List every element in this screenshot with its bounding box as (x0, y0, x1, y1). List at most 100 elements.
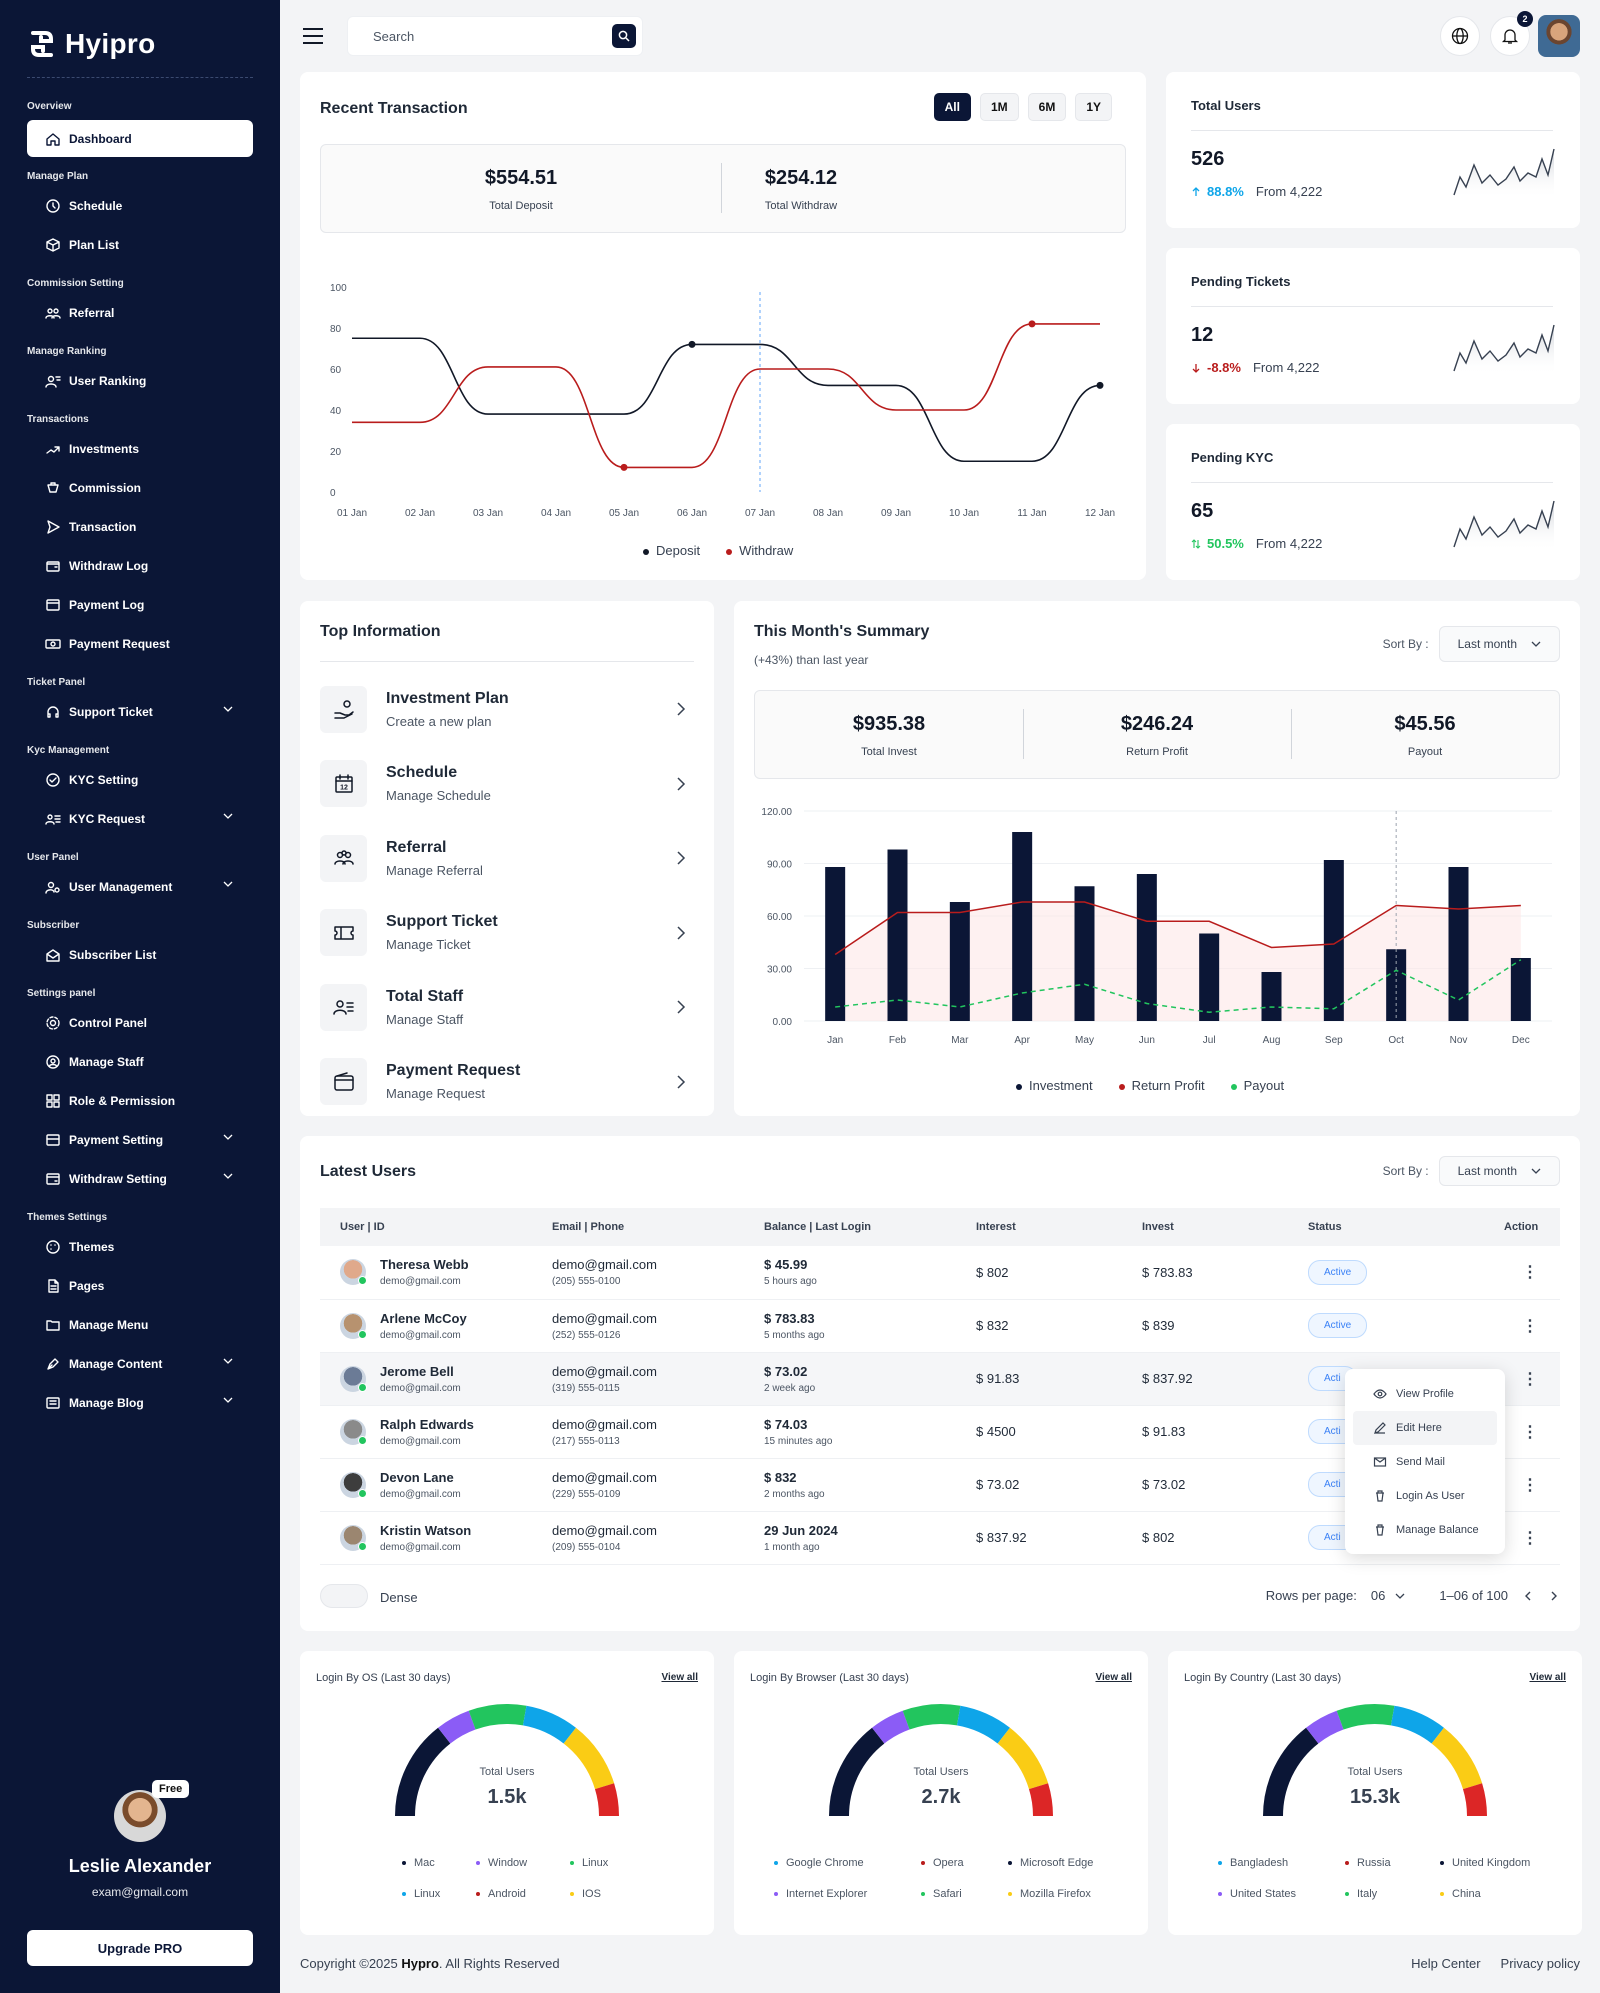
bar-investment[interactable] (1323, 860, 1344, 1021)
gauge-segment[interactable] (902, 1704, 961, 1730)
legend-item[interactable]: Mozilla Firefox (1008, 1888, 1118, 1900)
highlight-point[interactable] (1028, 320, 1036, 328)
sort-select[interactable]: Last month (1438, 1156, 1560, 1186)
gauge-segment[interactable] (1390, 1705, 1444, 1744)
bar-investment[interactable] (1012, 832, 1033, 1021)
user-name[interactable]: Devon Lane (380, 1469, 454, 1485)
gauge-segment[interactable] (1306, 1710, 1344, 1744)
stat-card-pending-kyc[interactable]: Pending KYC 65 50.5% From 4,222 (1166, 424, 1580, 580)
gauge-segment[interactable] (1431, 1727, 1483, 1790)
gauge-segment[interactable] (1028, 1783, 1053, 1817)
sidebar-item-themes[interactable]: Themes (27, 1227, 253, 1266)
chevron-right-icon[interactable] (1548, 1590, 1560, 1602)
more-options-icon[interactable]: ⋮ (1522, 1476, 1538, 1494)
menu-item-manage-balance[interactable]: Manage Balance (1353, 1513, 1497, 1547)
sidebar-item-payment-log[interactable]: Payment Log (27, 585, 253, 624)
gauge-segment[interactable] (594, 1783, 619, 1817)
legend-item[interactable]: Bangladesh (1218, 1857, 1345, 1869)
stat-card-total-users[interactable]: Total Users 526 88.8% From 4,222 (1166, 72, 1580, 228)
sidebar-item-control-panel[interactable]: Control Panel (27, 1003, 253, 1042)
help-center-link[interactable]: Help Center (1411, 1956, 1481, 1971)
highlight-point[interactable] (1096, 381, 1104, 389)
dense-toggle[interactable] (320, 1584, 368, 1608)
range-1m[interactable]: 1M (979, 93, 1019, 121)
sidebar-item-kyc-request[interactable]: KYC Request (27, 799, 253, 838)
table-row[interactable]: Arlene McCoy demo@gmail.com demo@gmail.co… (320, 1299, 1560, 1353)
legend-item[interactable]: Opera (921, 1857, 1008, 1869)
legend-item[interactable]: Linux (570, 1857, 644, 1869)
avatar[interactable] (340, 1418, 367, 1445)
more-options-icon[interactable]: ⋮ (1522, 1370, 1538, 1388)
bar-investment[interactable] (1199, 933, 1220, 1022)
info-item-total-staff[interactable]: Total Staff Manage Staff (320, 981, 692, 1033)
legend-item[interactable]: China (1440, 1888, 1550, 1900)
legend-withdraw[interactable]: Withdraw (726, 543, 793, 558)
legend-item[interactable]: Google Chrome (774, 1857, 921, 1869)
gauge-segment[interactable] (1263, 1727, 1319, 1817)
sidebar-item-manage-menu[interactable]: Manage Menu (27, 1305, 253, 1344)
menu-item-login-as-user[interactable]: Login As User (1353, 1479, 1497, 1513)
info-item-payment-request[interactable]: Payment Request Manage Request (320, 1056, 692, 1108)
sidebar-item-kyc-setting[interactable]: KYC Setting (27, 760, 253, 799)
privacy-policy-link[interactable]: Privacy policy (1500, 1956, 1580, 1971)
legend-item[interactable]: United States (1218, 1888, 1345, 1900)
legend-return-profit[interactable]: Return Profit (1118, 1078, 1205, 1093)
sidebar-item-referral[interactable]: Referral (27, 293, 253, 332)
language-button[interactable] (1440, 16, 1480, 56)
sidebar-item-investments[interactable]: Investments (27, 429, 253, 468)
gauge-segment[interactable] (563, 1727, 615, 1790)
sidebar-item-user-management[interactable]: User Management (27, 867, 253, 906)
view-all-link[interactable]: View all (1529, 1672, 1566, 1683)
sidebar-item-withdraw-setting[interactable]: Withdraw Setting (27, 1159, 253, 1198)
gauge-segment[interactable] (1336, 1704, 1395, 1730)
sidebar-item-support-ticket[interactable]: Support Ticket (27, 692, 253, 731)
sidebar-item-commission[interactable]: Commission (27, 468, 253, 507)
info-item-investment-plan[interactable]: Investment Plan Create a new plan (320, 683, 692, 735)
gauge-segment[interactable] (395, 1727, 451, 1817)
range-all[interactable]: All (933, 93, 971, 121)
bar-investment[interactable] (1074, 886, 1095, 1021)
sidebar-item-withdraw-log[interactable]: Withdraw Log (27, 546, 253, 585)
sidebar-item-plan-list[interactable]: Plan List (27, 225, 253, 264)
gauge-segment[interactable] (872, 1710, 910, 1744)
gauge-segment[interactable] (468, 1704, 527, 1730)
user-name[interactable]: Theresa Webb (380, 1257, 469, 1273)
avatar[interactable] (340, 1312, 367, 1339)
legend-item[interactable]: Android (476, 1888, 570, 1900)
stat-card-pending-tickets[interactable]: Pending Tickets 12 -8.8% From 4,222 (1166, 248, 1580, 404)
rows-per-page-select[interactable]: 06 (1371, 1588, 1405, 1603)
view-all-link[interactable]: View all (661, 1672, 698, 1683)
info-item-support-ticket[interactable]: Support Ticket Manage Ticket (320, 907, 692, 959)
bar-investment[interactable] (1261, 972, 1282, 1021)
legend-investment[interactable]: Investment (1016, 1078, 1093, 1093)
sidebar-item-pages[interactable]: Pages (27, 1266, 253, 1305)
search-button[interactable] (612, 24, 636, 48)
search-input[interactable] (348, 17, 598, 55)
highlight-point[interactable] (620, 463, 628, 471)
sidebar-item-payment-request[interactable]: Payment Request (27, 624, 253, 663)
bar-investment[interactable] (825, 867, 846, 1021)
legend-item[interactable]: Russia (1345, 1857, 1440, 1869)
legend-item[interactable]: Linux (402, 1888, 476, 1900)
avatar[interactable] (340, 1365, 367, 1392)
legend-item[interactable]: Window (476, 1857, 570, 1869)
info-item-schedule[interactable]: 12 Schedule Manage Schedule (320, 758, 692, 810)
user-name[interactable]: Arlene McCoy (380, 1310, 467, 1326)
menu-item-send-mail[interactable]: Send Mail (1353, 1445, 1497, 1479)
menu-item-edit-here[interactable]: Edit Here (1353, 1411, 1497, 1445)
legend-item[interactable]: Italy (1345, 1888, 1440, 1900)
sidebar-item-dashboard[interactable]: Dashboard (27, 120, 253, 157)
sidebar-item-transaction[interactable]: Transaction (27, 507, 253, 546)
legend-item[interactable]: United Kingdom (1440, 1857, 1550, 1869)
bar-investment[interactable] (1510, 958, 1531, 1021)
view-all-link[interactable]: View all (1095, 1672, 1132, 1683)
legend-item[interactable]: Microsoft Edge (1008, 1857, 1118, 1869)
range-1y[interactable]: 1Y (1075, 93, 1112, 121)
gauge-segment[interactable] (829, 1727, 885, 1817)
highlight-point[interactable] (688, 340, 696, 348)
table-row[interactable]: Theresa Webb demo@gmail.com demo@gmail.co… (320, 1246, 1560, 1300)
gauge-segment[interactable] (522, 1705, 576, 1744)
bar-investment[interactable] (1448, 867, 1469, 1021)
legend-item[interactable]: Internet Explorer (774, 1888, 921, 1900)
avatar[interactable] (340, 1471, 367, 1498)
